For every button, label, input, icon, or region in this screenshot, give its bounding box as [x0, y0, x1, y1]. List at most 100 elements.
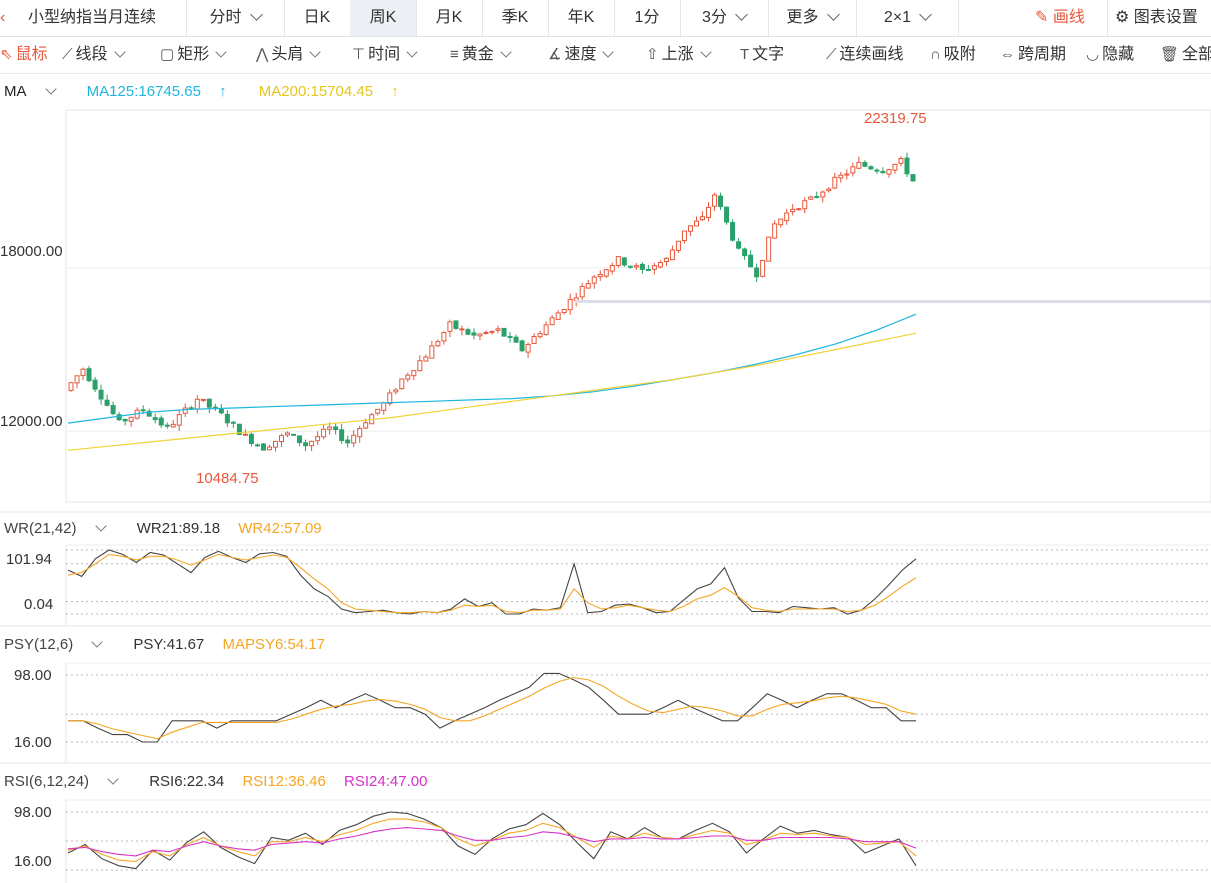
candle-body — [585, 283, 591, 289]
period-tab[interactable]: 3分 — [680, 0, 768, 36]
candle-body — [796, 208, 802, 211]
candle-body — [748, 254, 754, 268]
period-tab[interactable]: 2×1 — [856, 0, 958, 36]
candle-body — [453, 320, 459, 329]
candle-body — [657, 261, 663, 268]
wr-line-wr21 — [67, 549, 917, 615]
candle-body — [591, 276, 597, 284]
wr-y-tick: 0.04 — [24, 596, 54, 613]
drawing-toolbar: ⇖ 鼠标 ⟋ 线段 ▢ 矩形 ⋀ 头肩 ⊤ 时间 ≡ 黄金 ∡ 速度 ⇧ 上涨 T 文字 ⟋ 连续画线 ∩ 吸附 ⇔ 跨周期 ◡… — [0, 37, 1211, 74]
period-tab-label: 更多 — [786, 9, 819, 26]
draw-tool[interactable]: ◡ 隐藏 — [1086, 37, 1134, 73]
period-tab-label: 1分 — [634, 9, 660, 26]
candle-body — [693, 220, 699, 227]
candle-body — [838, 174, 844, 179]
candle-body — [297, 435, 303, 444]
draw-tool[interactable]: ⟋ 连续画线 — [826, 37, 904, 73]
candle-body — [272, 440, 278, 448]
draw-tool[interactable]: ⇔ 跨周期 — [1000, 37, 1066, 73]
period-tab-label: 日K — [303, 9, 331, 26]
back-icon[interactable]: ‹ — [0, 9, 6, 26]
candle-body — [315, 436, 321, 442]
ma-line-ma125 — [67, 313, 917, 424]
candle-body — [730, 221, 736, 241]
candle-body — [555, 312, 561, 320]
candle-body — [898, 158, 904, 164]
period-tab[interactable]: 更多 — [768, 0, 856, 36]
period-tab-label: 季K — [501, 9, 529, 26]
draw-line-button[interactable]: ✎ 画线 — [1035, 9, 1085, 26]
period-tab[interactable]: 季K — [482, 0, 548, 36]
rsi12-value: RSI12:36.46 — [242, 773, 326, 790]
psy-y-tick: 16.00 — [14, 734, 52, 751]
arrow-up-icon: ⇧ — [646, 46, 659, 63]
instrument-title: 小型纳指当月连续 — [28, 9, 157, 26]
period-tab[interactable]: 分时 — [186, 0, 284, 36]
candle-body — [579, 286, 585, 298]
candle-body — [224, 413, 230, 424]
candle-body — [651, 265, 657, 270]
candle-body — [303, 442, 309, 447]
candle-body — [519, 340, 525, 352]
candle-body — [122, 418, 128, 422]
candle-body — [363, 422, 369, 429]
period-tab[interactable]: 月K — [416, 0, 482, 36]
candle-body — [663, 257, 669, 263]
candle-body — [140, 409, 146, 412]
candle-body — [104, 399, 110, 406]
candle-body — [537, 333, 543, 338]
candle-body — [561, 309, 567, 314]
candle-body — [639, 263, 645, 270]
draw-tool-label: 黄金 — [461, 46, 494, 63]
candle-body — [669, 249, 675, 261]
draw-tool[interactable]: ≡ 黄金 — [450, 37, 512, 73]
candle-body — [200, 398, 206, 401]
candle-body — [615, 256, 621, 266]
candle-body — [345, 439, 351, 444]
mapsy-value: MAPSY6:54.17 — [222, 636, 326, 653]
candle-body — [724, 206, 730, 223]
chart-settings-button[interactable]: ⚙ 图表设置 — [1115, 9, 1198, 26]
candle-body — [429, 345, 435, 359]
draw-tool[interactable]: ⇧ 上涨 — [646, 37, 712, 73]
rsi-y-tick: 98.00 — [14, 804, 52, 821]
period-tab[interactable]: 周K — [350, 0, 416, 36]
candle-body — [712, 194, 718, 207]
indicator-select-main[interactable]: MA — [4, 83, 69, 100]
candle-body — [790, 208, 796, 213]
candle-body — [459, 328, 465, 331]
candle-body — [675, 240, 681, 251]
period-tab[interactable]: 年K — [548, 0, 614, 36]
draw-tool[interactable]: T 文字 — [740, 37, 784, 73]
candle-body — [254, 444, 260, 447]
period-tab[interactable]: 1分 — [614, 0, 680, 36]
candle-body — [236, 423, 242, 435]
rsi-y-tick: 16.00 — [14, 853, 52, 870]
indicator-select-psy[interactable]: PSY(12,6) — [4, 636, 115, 653]
candle-body — [423, 356, 429, 362]
candle-body — [543, 324, 549, 335]
candle-body — [706, 206, 712, 218]
draw-tool[interactable]: ▢ 矩形 — [160, 37, 227, 73]
candle-body — [309, 440, 315, 447]
candle-body — [381, 402, 387, 411]
indicator-select-rsi[interactable]: RSI(6,12,24) — [4, 773, 131, 790]
period-tab-label: 3分 — [702, 9, 727, 26]
wr42-value: WR42:57.09 — [238, 520, 322, 537]
eye-hidden-icon: ◡ — [1086, 46, 1100, 63]
candle-body — [357, 428, 363, 438]
draw-tool[interactable]: ⟋ 线段 — [62, 37, 126, 73]
draw-tool[interactable]: ⋀ 头肩 — [256, 37, 321, 73]
candle-body — [116, 414, 122, 421]
draw-tool[interactable]: 🗑 全部 — [1160, 37, 1211, 73]
period-tab[interactable]: 日K — [284, 0, 350, 36]
draw-tool[interactable]: ⊤ 时间 — [352, 37, 418, 73]
period-tab-label: 月K — [435, 9, 463, 26]
candle-body — [417, 360, 423, 372]
draw-tool[interactable]: ∩ 吸附 — [930, 37, 976, 73]
indicator-select-wr[interactable]: WR(21,42) — [4, 520, 119, 537]
draw-tool[interactable]: ∡ 速度 — [548, 37, 615, 73]
draw-tool[interactable]: ⇖ 鼠标 — [0, 37, 48, 73]
candle-body — [176, 414, 182, 426]
